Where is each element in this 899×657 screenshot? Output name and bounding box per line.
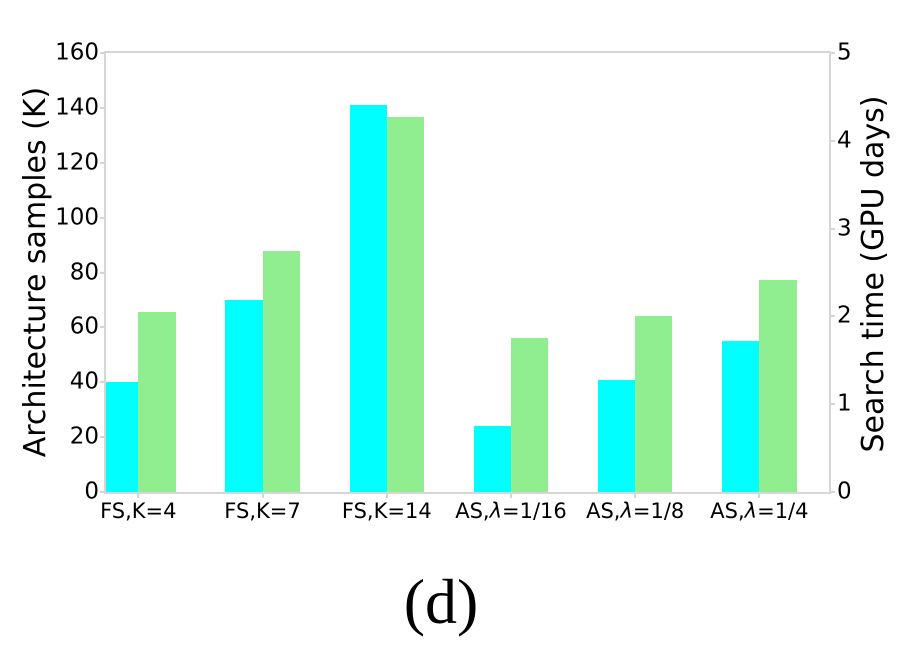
left-axis-tick-mark	[100, 436, 104, 439]
right-axis-tick-mark	[831, 491, 835, 493]
right-axis-tick-label: 3	[837, 215, 852, 242]
x-axis-tick-label: FS,K=7	[224, 499, 301, 523]
left-axis-tick-label: 0	[84, 478, 99, 505]
bar-architecture-samples-4	[473, 426, 511, 492]
left-axis-tick-mark	[100, 106, 104, 109]
bar-architecture-samples-3	[349, 105, 387, 492]
right-axis-tick-label: 5	[837, 39, 852, 66]
left-axis-tick-label: 40	[69, 368, 99, 395]
x-axis-tick-mark	[634, 494, 637, 498]
left-axis-tick-mark	[100, 271, 104, 274]
left-axis-tick-label: 140	[55, 94, 99, 121]
right-axis-tick-label: 0	[837, 478, 852, 505]
left-axis-tick-label: 100	[55, 204, 99, 231]
lambda-symbol: λ	[489, 499, 503, 523]
plot-area	[106, 53, 829, 492]
right-axis-tick-mark	[831, 227, 835, 230]
right-axis-title: Search time (GPU days)	[856, 95, 891, 453]
left-axis-tick-label: 160	[55, 39, 99, 66]
left-axis-tick-mark	[100, 491, 104, 493]
right-axis-tick-mark	[831, 403, 835, 406]
x-axis-tick-mark	[137, 494, 140, 498]
right-axis-tick-mark	[831, 139, 835, 142]
right-axis-tick-label: 1	[837, 390, 852, 417]
bar-search-time-6	[759, 280, 797, 492]
x-axis-tick-label: FS,K=14	[341, 499, 432, 523]
bar-search-time-3	[386, 117, 425, 492]
left-axis-tick-mark	[100, 161, 104, 164]
left-axis-tick-label: 60	[69, 313, 99, 340]
bar-architecture-samples-2	[225, 299, 263, 492]
bar-search-time-2	[262, 250, 300, 492]
lambda-symbol: λ	[620, 499, 633, 523]
left-axis-tick-mark	[100, 216, 104, 219]
x-axis-tick-mark	[510, 494, 512, 498]
x-axis-tick-label: FS,K=4	[100, 499, 177, 523]
left-axis-tick-label: 120	[55, 149, 99, 176]
x-axis-tick-label: AS,λ=1/8	[586, 499, 685, 523]
left-axis-tick-mark	[100, 381, 104, 384]
x-axis-tick-mark	[261, 494, 264, 498]
x-axis-tick-label: AS,λ=1/4	[710, 499, 809, 523]
left-axis-tick-label: 80	[69, 259, 99, 285]
bar-architecture-samples-6	[722, 341, 760, 492]
lambda-symbol: λ	[744, 499, 758, 523]
bar-architecture-samples-5	[597, 379, 636, 492]
right-axis-tick-mark	[831, 52, 835, 54]
x-axis-tick-mark	[385, 494, 388, 498]
left-axis-tick-label: 20	[69, 423, 99, 450]
figure-caption: (d)	[403, 566, 479, 637]
bar-search-time-1	[138, 312, 176, 492]
x-axis-tick-label: AS,λ=1/16	[455, 499, 567, 523]
bar-search-time-5	[635, 315, 673, 492]
left-axis-tick-mark	[100, 326, 104, 329]
right-axis-tick-mark	[831, 315, 835, 318]
right-axis-tick-label: 2	[837, 302, 852, 329]
right-axis-tick-label: 4	[837, 127, 852, 154]
bar-search-time-4	[511, 337, 549, 492]
x-axis-tick-mark	[758, 494, 761, 498]
bar-architecture-samples-1	[106, 382, 139, 492]
left-axis-tick-mark	[100, 52, 104, 54]
